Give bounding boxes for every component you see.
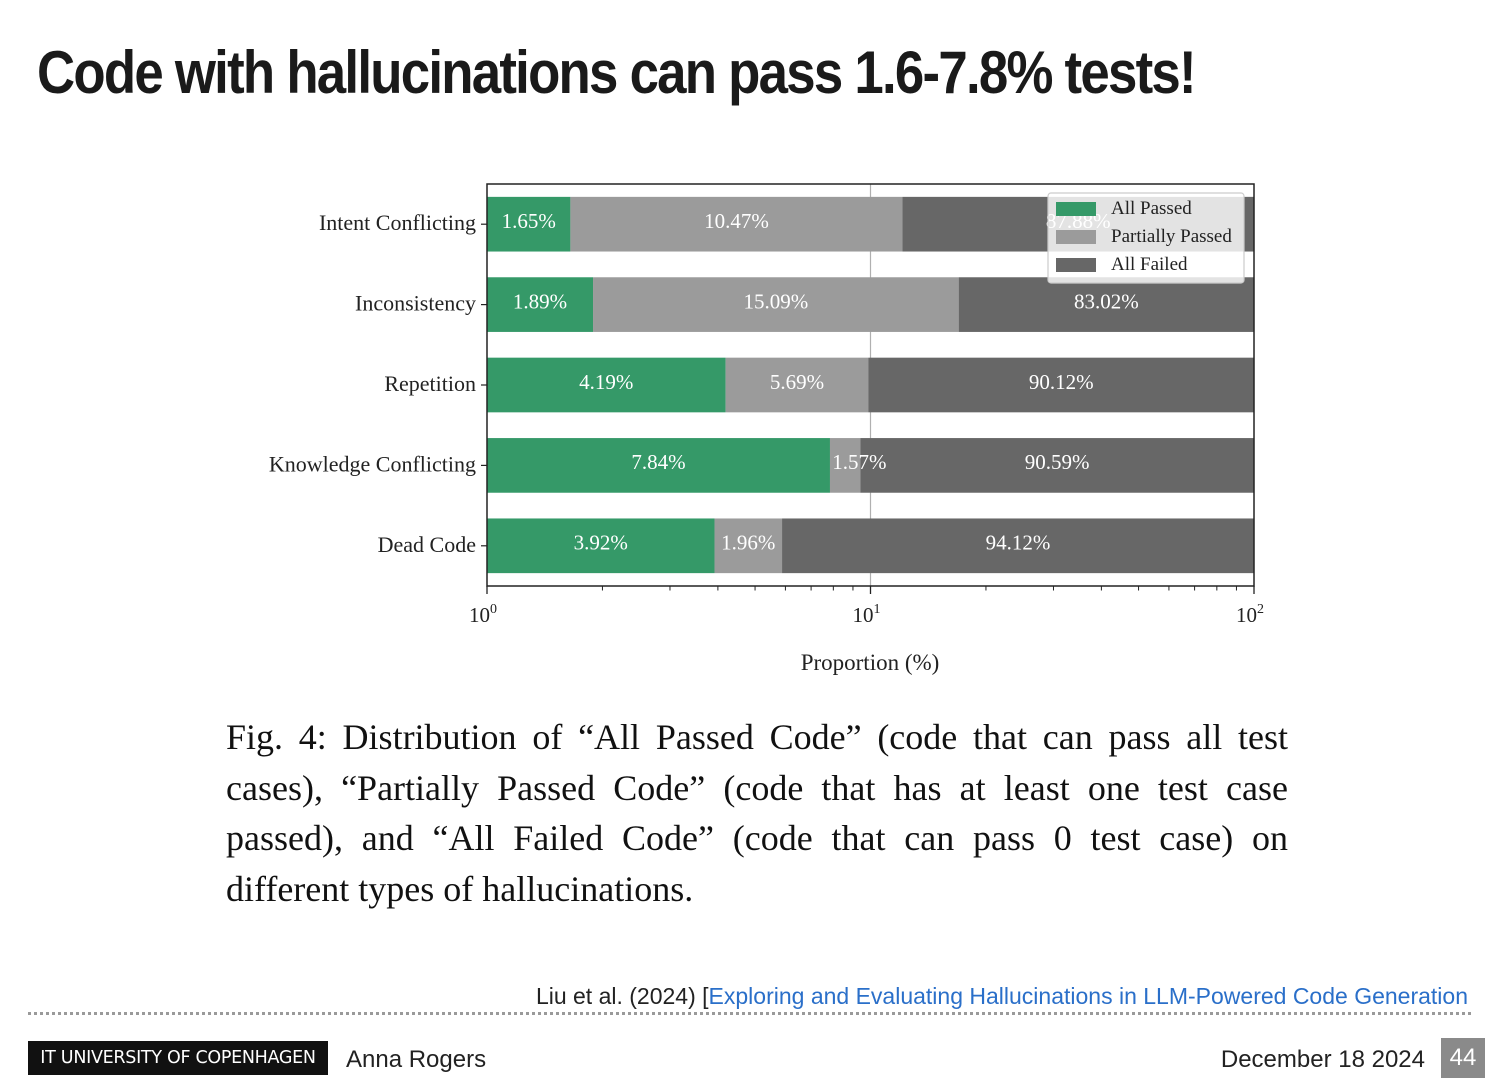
bar-label: 5.69% [770, 370, 824, 394]
page-number: 44 [1441, 1038, 1485, 1078]
bar-repetition-all-passed [487, 357, 726, 413]
bar-label: 94.12% [986, 531, 1051, 555]
bar-label: 1.57% [832, 450, 886, 474]
bar-label: 1.65% [502, 209, 556, 233]
bar-knowledge-conflicting-all-passed [487, 438, 830, 493]
bar-label: 1.96% [721, 531, 775, 555]
x-tick-label: 100 [469, 602, 497, 627]
y-tick-label: Knowledge Conflicting [269, 451, 476, 476]
bar-label: 7.84% [631, 450, 685, 474]
y-tick-label: Dead Code [378, 532, 476, 557]
footer-divider [28, 1012, 1471, 1015]
x-axis-label: Proportion (%) [801, 650, 940, 675]
bar-knowledge-conflicting-partially-passed [829, 438, 861, 493]
bar-labels-layer: 1.65%10.47%87.88%1.89%15.09%83.02%4.19%5… [502, 209, 1139, 555]
legend: All Passed Partially Passed All Failed [1047, 192, 1245, 284]
stacked-bar-chart: 1.65%10.47%87.88%1.89%15.09%83.02%4.19%5… [269, 183, 1264, 675]
bar-inconsistency-all-passed [487, 277, 594, 332]
legend-box [1047, 192, 1245, 284]
author-name: Anna Rogers [346, 1046, 487, 1073]
bar-knowledge-conflicting-all-failed [860, 438, 1254, 493]
legend-label: Partially Passed [1111, 226, 1232, 247]
bar-dead-code-partially-passed [714, 518, 783, 574]
legend-label: All Passed [1111, 198, 1192, 219]
bar-repetition-partially-passed [725, 357, 869, 413]
bar-label: 15.09% [743, 289, 808, 313]
figure-caption: Fig. 4: Distribution of “All Passed Code… [226, 717, 1288, 909]
bar-intent-conflicting-partially-passed [570, 196, 903, 252]
bar-intent-conflicting-all-passed [487, 196, 571, 252]
bar-label: 4.19% [579, 370, 633, 394]
y-tick-label: Inconsistency [355, 291, 476, 316]
bar-inconsistency-all-failed [958, 277, 1254, 332]
bar-label: 10.47% [704, 209, 769, 233]
bar-dead-code-all-passed [487, 518, 715, 574]
bar-repetition-all-failed [868, 357, 1254, 413]
bar-label: 90.59% [1025, 450, 1090, 474]
legend-label: All Failed [1111, 254, 1188, 275]
university-logo: IT UNIVERSITY OF COPENHAGEN [28, 1041, 328, 1075]
y-tick-label: Intent Conflicting [319, 210, 476, 235]
x-tick-label: 101 [853, 602, 881, 627]
legend-swatch [1056, 258, 1096, 272]
bar-label: 90.12% [1029, 370, 1094, 394]
paper-link[interactable]: Exploring and Evaluating Hallucinations … [708, 983, 1468, 1009]
x-tick-label: 102 [1236, 602, 1264, 627]
x-axis: 100 101 102 [469, 586, 1264, 627]
bar-label: 3.92% [574, 531, 628, 555]
bar-inconsistency-partially-passed [593, 277, 959, 332]
bar-label: 83.02% [1074, 289, 1139, 313]
y-tick-label: Repetition [384, 371, 476, 396]
presentation-date: December 18 2024 [1220, 1046, 1425, 1073]
bar-dead-code-all-failed [782, 518, 1254, 574]
y-axis: Intent Conflicting Inconsistency Repetitio… [269, 210, 487, 557]
legend-swatch [1056, 202, 1096, 216]
bar-label: 1.89% [513, 289, 567, 313]
legend-swatch [1056, 230, 1096, 244]
slide-title: Code with hallucinations can pass 1.6-7.… [37, 39, 1197, 106]
citation-prefix: Liu et al. (2024) [ [535, 983, 709, 1009]
citation: Liu et al. (2024) [Exploring and Evaluat… [536, 983, 1468, 1010]
